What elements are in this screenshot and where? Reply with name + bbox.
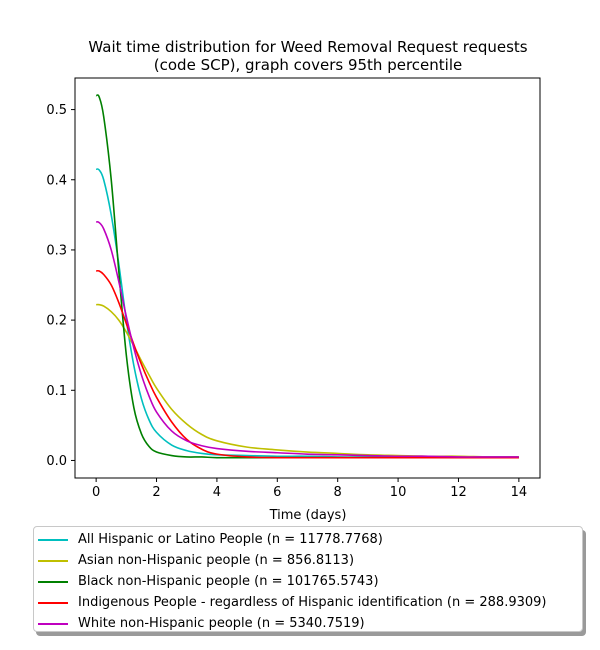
legend-swatch: [38, 580, 68, 583]
legend-label: White non-Hispanic people (n = 5340.7519…: [78, 616, 365, 631]
x-tick-label: 8: [334, 485, 342, 500]
series-line-1: [96, 303, 519, 458]
series-line-0: [95, 168, 519, 458]
legend-item: Asian non-Hispanic people (n = 856.8113): [38, 550, 582, 571]
legend-swatch: [38, 622, 68, 625]
y-tick-label: 0.4: [46, 173, 67, 188]
x-axis-label: Time (days): [269, 508, 347, 523]
legend: All Hispanic or Latino People (n = 11778…: [33, 526, 583, 632]
series-line-3: [96, 269, 519, 459]
y-tick-label: 0.2: [46, 314, 67, 329]
x-tick-label: 0: [92, 485, 100, 500]
plot-area: [74, 77, 541, 479]
legend-label: Black non-Hispanic people (n = 101765.57…: [78, 574, 379, 589]
y-axis-ticks: 0.0 0.1 0.2 0.3 0.4 0.5: [46, 103, 75, 469]
y-tick-label: 0.5: [46, 103, 67, 118]
y-tick-label: 0.0: [46, 454, 67, 469]
legend-item: All Hispanic or Latino People (n = 11778…: [38, 529, 582, 550]
chart-subtitle: (code SCP), graph covers 95th percentile: [154, 56, 462, 74]
series-line-4: [95, 221, 519, 458]
legend-item: Black non-Hispanic people (n = 101765.57…: [38, 571, 582, 592]
legend-item: Indigenous People - regardless of Hispan…: [38, 592, 582, 613]
x-tick-label: 4: [213, 485, 221, 500]
legend-label: Asian non-Hispanic people (n = 856.8113): [78, 553, 355, 568]
y-tick-label: 0.1: [46, 384, 67, 399]
legend-label: All Hispanic or Latino People (n = 11778…: [78, 532, 383, 547]
y-tick-label: 0.3: [46, 243, 67, 258]
x-tick-label: 10: [390, 485, 407, 500]
x-tick-label: 14: [511, 485, 528, 500]
legend-swatch: [38, 559, 68, 562]
x-tick-label: 2: [152, 485, 160, 500]
legend-swatch: [38, 538, 68, 541]
x-tick-label: 12: [450, 485, 467, 500]
legend-swatch: [38, 601, 68, 604]
legend-item: White non-Hispanic people (n = 5340.7519…: [38, 613, 582, 634]
series-layer: [95, 94, 519, 459]
legend-label: Indigenous People - regardless of Hispan…: [78, 595, 547, 610]
chart-title: Wait time distribution for Weed Removal …: [88, 38, 527, 56]
x-tick-label: 6: [273, 485, 281, 500]
x-axis-ticks: 0 2 4 6 8 10 12 14: [92, 478, 527, 500]
